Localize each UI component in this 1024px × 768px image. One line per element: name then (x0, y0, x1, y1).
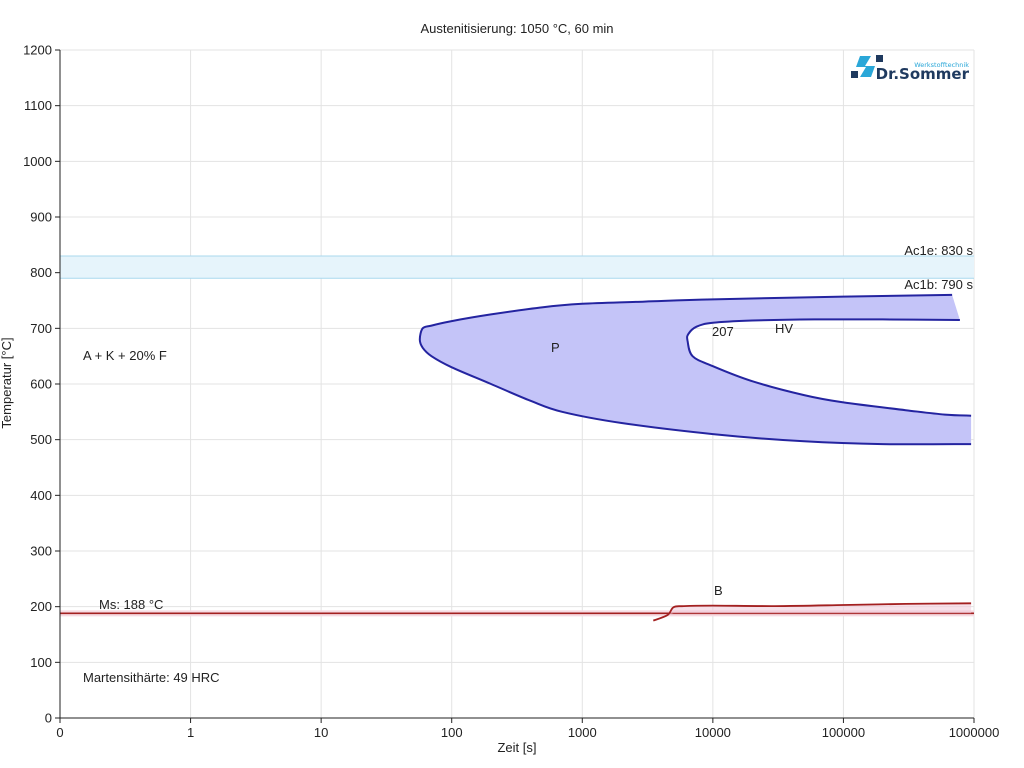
x-tick-label: 10000 (695, 725, 731, 740)
y-axis-label: Temperatur [°C] (0, 337, 14, 428)
tick-labels: 0 1 10 100 1000 10000 100000 1000000 0 100 200 300 4… (23, 43, 999, 741)
bainite-label: B (714, 583, 723, 598)
y-tick-label: 700 (30, 321, 52, 336)
logo-subtitle: Werkstofftechnik (914, 61, 969, 69)
x-tick-label: 1000000 (949, 725, 1000, 740)
x-axis-label: Zeit [s] (497, 740, 536, 755)
martensite-hardness: Martensithärte: 49 HRC (83, 670, 220, 685)
x-tick-label: 1000 (568, 725, 597, 740)
x-tick-label: 100000 (822, 725, 865, 740)
x-tick-label: 1 (187, 725, 194, 740)
logo-mark-icon (851, 55, 883, 78)
y-tick-label: 600 (30, 377, 52, 392)
x-tick-label: 100 (441, 725, 463, 740)
bainite-region-fill (653, 603, 972, 621)
y-tick-label: 1200 (23, 43, 52, 58)
logo-name: Dr.Sommer (876, 65, 970, 83)
y-tick-label: 1000 (23, 154, 52, 169)
dr-sommer-logo: Werkstofftechnik Dr.Sommer (851, 55, 970, 83)
phase-annotation: A + K + 20% F (83, 348, 167, 363)
y-tick-label: 500 (30, 432, 52, 447)
ac1b-label: Ac1b: 790 s (904, 277, 973, 292)
y-tick-label: 900 (30, 210, 52, 225)
pearlite-finish-curve (686, 318, 972, 417)
regions (418, 293, 972, 622)
y-tick-label: 800 (30, 265, 52, 280)
y-tick-label: 0 (45, 711, 52, 726)
axes (55, 49, 975, 723)
x-tick-label: 10 (314, 725, 328, 740)
pearlite-region-fill (419, 294, 972, 445)
ac1e-label: Ac1e: 830 s (904, 243, 973, 258)
pearlite-start-curve (418, 293, 972, 446)
hardness-value: 207 (712, 324, 734, 339)
y-tick-label: 200 (30, 599, 52, 614)
x-tick-label: 0 (56, 725, 63, 740)
y-tick-label: 1100 (24, 98, 52, 113)
bands (60, 255, 974, 617)
y-tick-label: 300 (30, 544, 52, 559)
y-tick-label: 400 (30, 488, 52, 503)
bainite-curve (652, 602, 972, 622)
y-tick-label: 100 (30, 655, 52, 670)
hardness-unit: HV (775, 321, 793, 336)
chart-title: Austenitisierung: 1050 °C, 60 min (420, 21, 613, 36)
ms-label: Ms: 188 °C (99, 597, 163, 612)
ac1-band (60, 255, 974, 279)
pearlite-label: P (551, 340, 560, 355)
